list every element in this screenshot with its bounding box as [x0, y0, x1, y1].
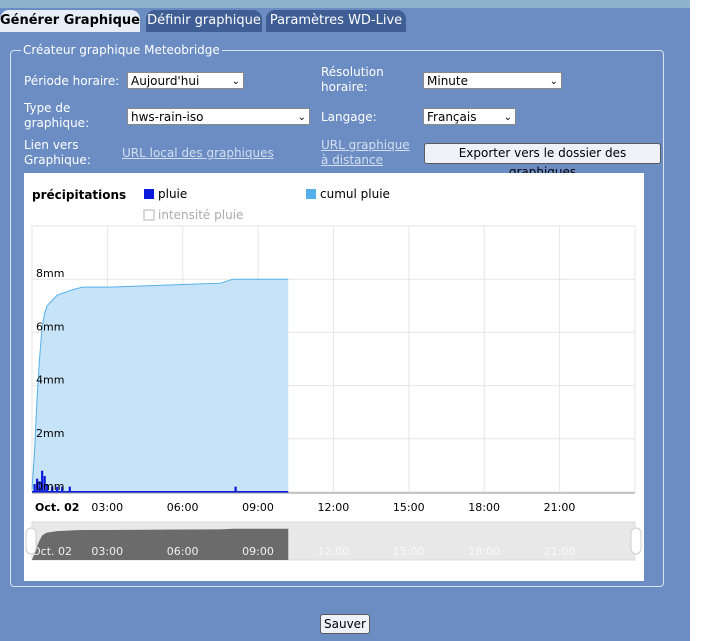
rain-bar: [51, 486, 54, 492]
save-button[interactable]: Sauver: [320, 614, 370, 634]
x-tick-label: 21:00: [544, 501, 576, 514]
rain-bar: [61, 486, 64, 492]
panel-legend: Créateur graphique Meteobridge: [23, 43, 220, 57]
rain-bar: [36, 478, 39, 492]
y-tick-label: 6mm: [36, 320, 64, 333]
export-button[interactable]: Exporter vers le dossier des graphiques: [424, 143, 661, 179]
navigator-label: 15:00: [393, 545, 425, 558]
x-tick-label: 09:00: [242, 501, 274, 514]
navigator-label: 21:00: [544, 545, 576, 558]
period-label: Période horaire:: [24, 74, 120, 88]
x-tick-label: 15:00: [393, 501, 425, 514]
resolution-value: Minute: [427, 74, 468, 88]
chevron-down-icon: ⌄: [231, 76, 240, 87]
legend-item: pluie: [158, 187, 187, 201]
cumulative-line: [31, 278, 289, 490]
x-tick-label: 03:00: [91, 501, 123, 514]
chart-link-label: Lien vers Graphique:: [24, 138, 91, 167]
cumulative-area: [32, 279, 289, 492]
navigator-label: Oct. 02: [32, 545, 72, 558]
chart-svg: précipitations pluie cumul pluie intensité …: [25, 187, 642, 561]
y-tick-label: 0mm: [36, 480, 64, 493]
chart-creator-panel: Créateur graphique Meteobridge: [10, 43, 664, 587]
navigator-handle-right[interactable]: [630, 527, 642, 555]
period-select[interactable]: Aujourd'hui ⌄: [127, 72, 244, 89]
chevron-down-icon: ⌄: [503, 112, 512, 123]
legend-symbol-disabled: [143, 209, 155, 221]
legend-item: intensité pluie: [158, 208, 243, 222]
navigator-label: 09:00: [242, 545, 274, 558]
x-tick-label: Oct. 02: [35, 501, 79, 514]
top-strip: [0, 0, 690, 8]
rain-bar: [33, 484, 36, 492]
legend-item: cumul pluie: [320, 187, 390, 201]
chart-title: précipitations: [32, 188, 126, 202]
rain-bar: [41, 470, 44, 492]
navigator-label: 12:00: [318, 545, 350, 558]
rain-bar: [46, 484, 49, 492]
chart-type-value: hws-rain-iso: [131, 110, 204, 124]
x-tick-label: 12:00: [318, 501, 350, 514]
chevron-down-icon: ⌄: [297, 112, 306, 123]
navigator-area: [32, 528, 289, 560]
y-tick-label: 4mm: [36, 374, 64, 387]
tab-wd-live-settings[interactable]: Paramètres WD-Live: [266, 10, 406, 32]
navigator-label: 06:00: [167, 545, 199, 558]
chevron-down-icon: ⌄: [549, 76, 558, 87]
chart-type-label: Type de graphique:: [24, 101, 90, 130]
resolution-select[interactable]: Minute ⌄: [423, 72, 562, 89]
navigator-handle-left[interactable]: [25, 527, 37, 555]
precipitation-chart: précipitations pluie cumul pluie intensité …: [24, 173, 644, 581]
navigator-label: 18:00: [468, 545, 500, 558]
tab-generate-chart[interactable]: Générer Graphique: [0, 10, 140, 32]
chart-type-select[interactable]: hws-rain-iso ⌄: [127, 108, 310, 125]
resolution-label: Résolution horaire:: [321, 65, 384, 94]
rain-bar: [234, 486, 237, 492]
remote-url-link[interactable]: URL graphique à distance: [321, 138, 410, 167]
window-edge: [690, 0, 706, 641]
x-tick-label: 06:00: [167, 501, 199, 514]
tab-define-chart[interactable]: Définir graphique: [146, 10, 262, 32]
period-value: Aujourd'hui: [131, 74, 200, 88]
rain-bar: [38, 481, 41, 492]
y-tick-label: 8mm: [36, 267, 64, 280]
legend-symbol: [306, 189, 316, 199]
language-label: Langage:: [321, 110, 377, 124]
local-url-link[interactable]: URL local des graphiques: [122, 146, 274, 160]
rain-bar: [68, 486, 71, 492]
navigator-label: 03:00: [91, 545, 123, 558]
legend-symbol: [144, 189, 154, 199]
x-tick-label: 18:00: [468, 501, 500, 514]
rain-bar: [43, 476, 46, 492]
language-select[interactable]: Français ⌄: [423, 108, 516, 125]
y-tick-label: 2mm: [36, 427, 64, 440]
rain-bar: [56, 486, 59, 492]
language-value: Français: [427, 110, 477, 124]
